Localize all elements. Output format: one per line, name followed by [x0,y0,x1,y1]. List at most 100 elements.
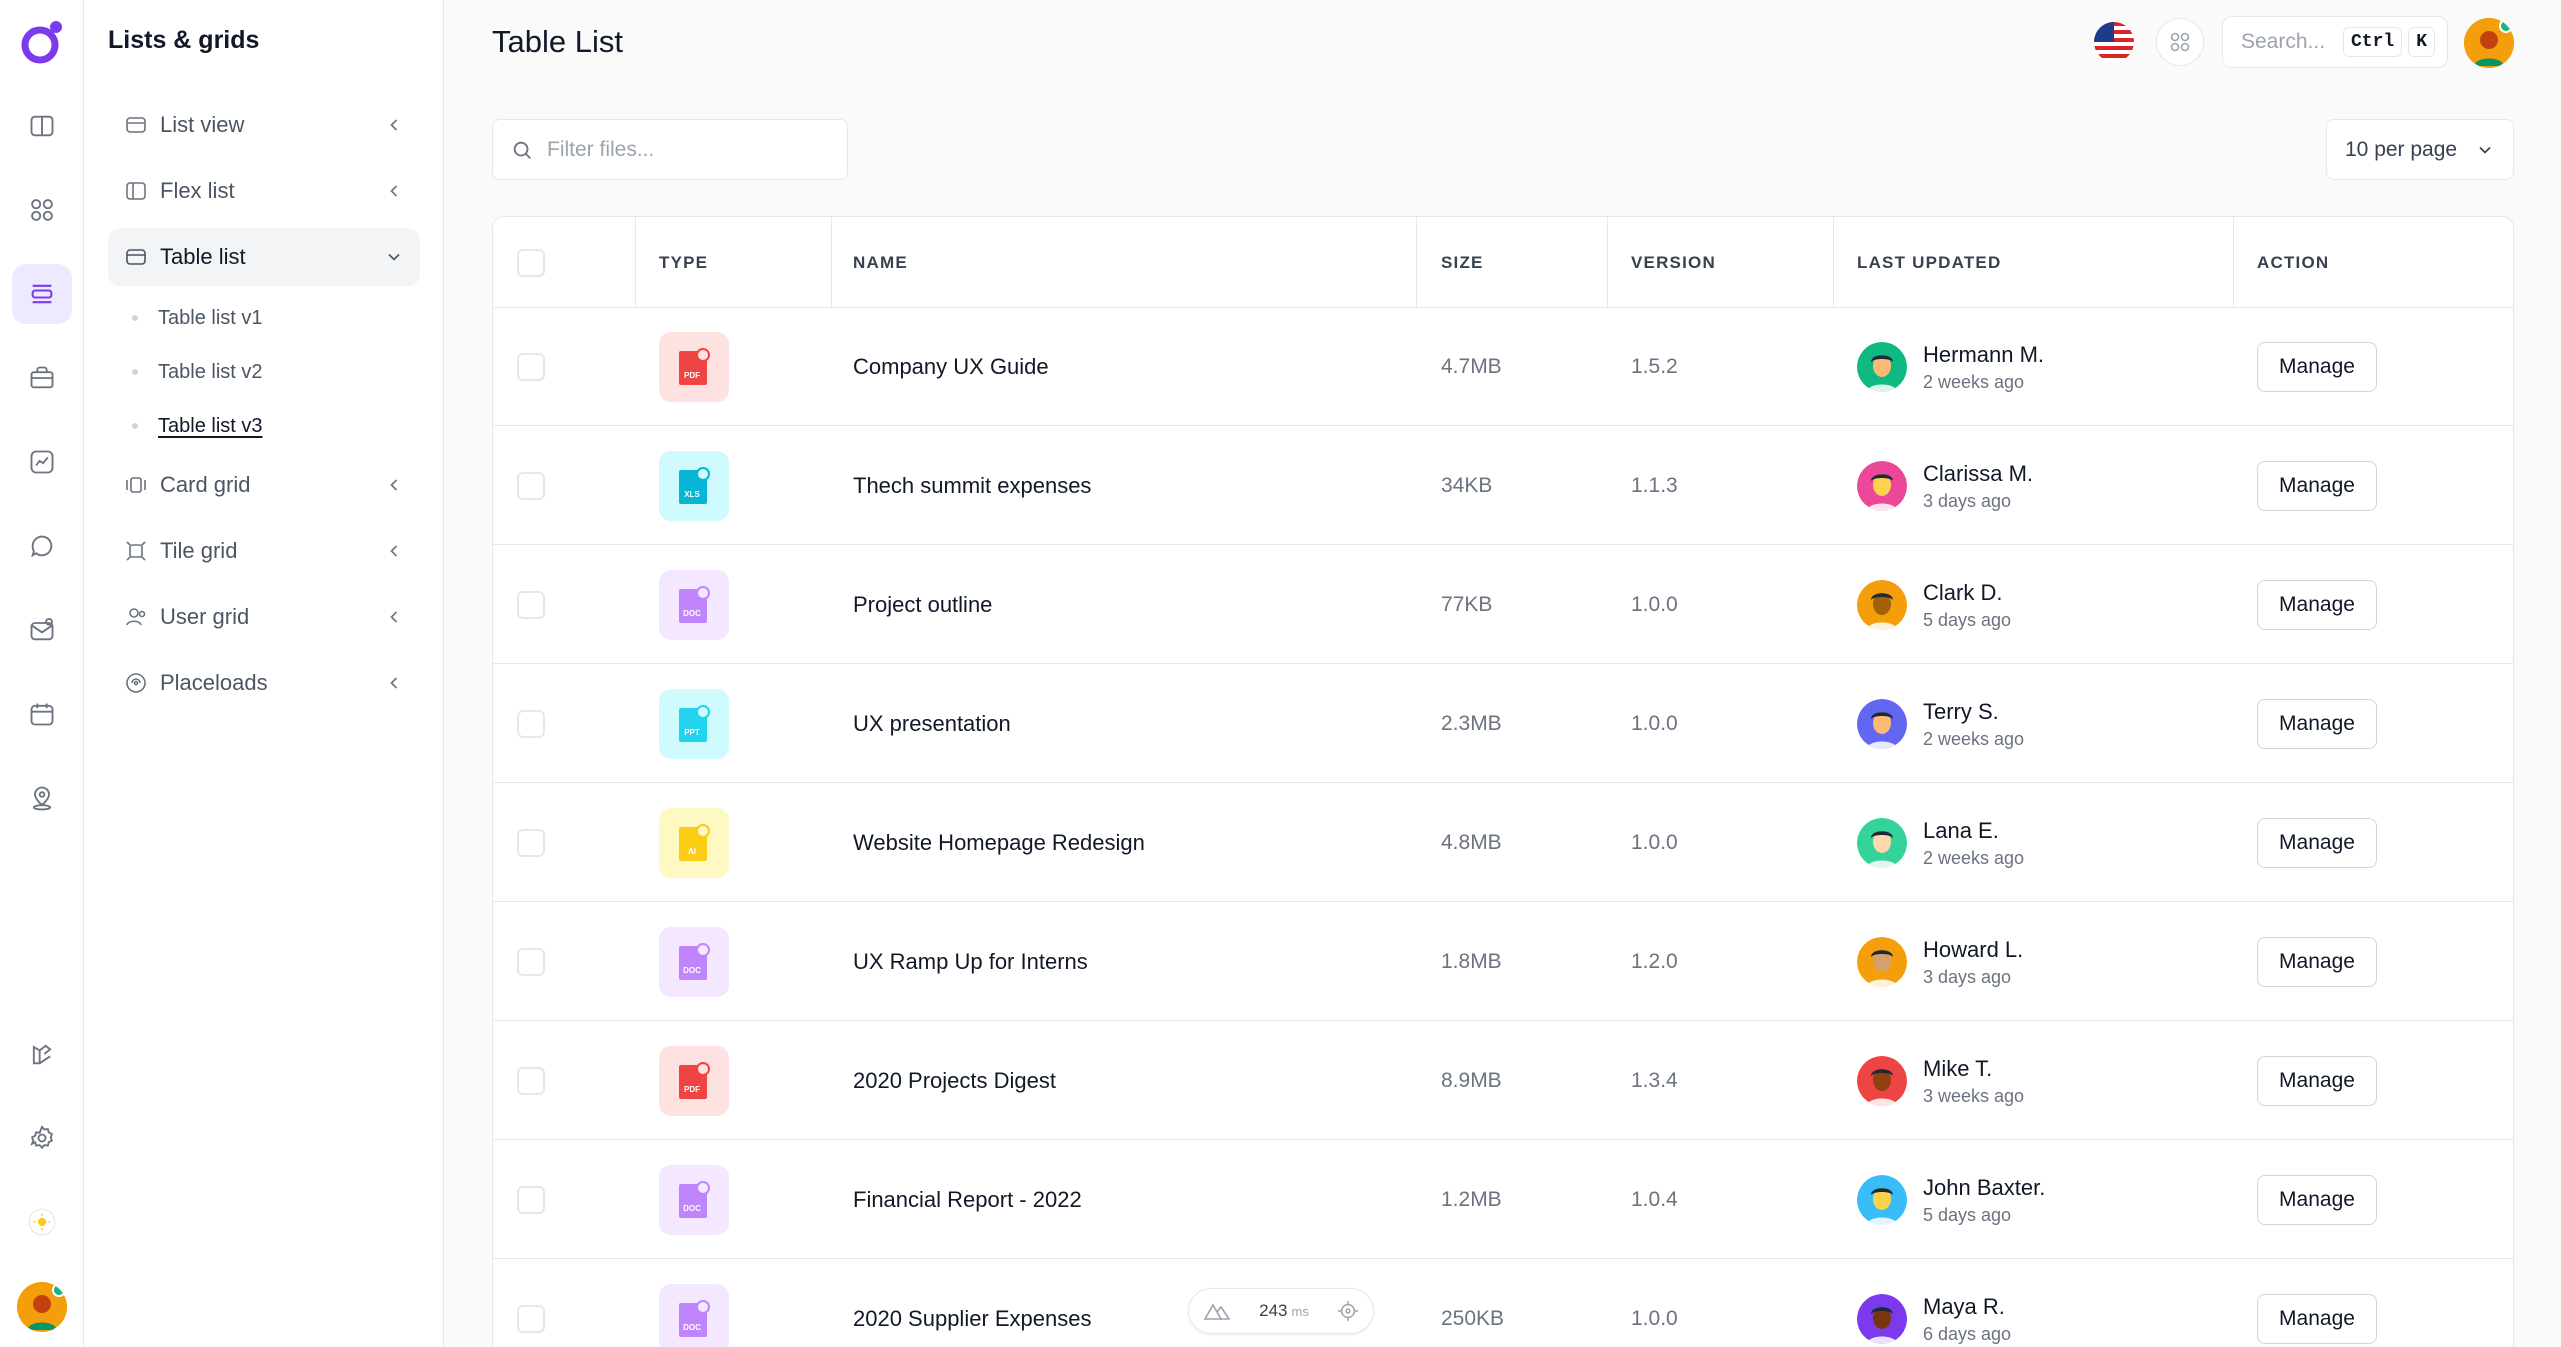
grid-icon[interactable] [12,180,72,240]
action-cell: Manage [2257,1260,2377,1347]
row-checkbox[interactable] [517,1305,545,1333]
table-row: XLS Thech summit expenses 34KB 1.1.3 [493,427,2513,545]
col-last-updated[interactable]: LAST UPDATED [1857,252,2002,272]
action-cell: Manage [2257,1141,2377,1259]
file-name[interactable]: Financial Report - 2022 [853,1187,1082,1212]
col-type[interactable]: TYPE [659,252,709,272]
nav-table-list-v1[interactable]: Table list v1 [132,298,263,338]
manage-button[interactable]: Manage [2257,342,2377,392]
logo-icon[interactable] [18,18,66,66]
sidebar-panel-icon[interactable] [12,96,72,156]
file-type-icon: DOC [659,570,729,640]
file-name[interactable]: UX presentation [853,711,1011,736]
file-type-icon: DOC [659,927,729,997]
per-page-select[interactable]: 10 per page [2326,119,2514,180]
row-checkbox[interactable] [517,948,545,976]
file-size: 34KB [1441,474,1493,497]
map-pin-icon[interactable] [12,768,72,828]
nav-card-grid[interactable]: Card grid [108,456,420,514]
mail-icon[interactable] [12,600,72,660]
action-cell: Manage [2257,903,2377,1021]
chart-icon[interactable] [12,432,72,492]
placeload-icon [126,673,146,693]
file-name[interactable]: 2020 Projects Digest [853,1068,1056,1093]
crosshair-icon [1337,1300,1359,1322]
avatar [1857,818,1907,868]
user-grid-icon [126,608,146,626]
file-type-icon: PDF [659,332,729,402]
file-name[interactable]: Project outline [853,592,993,617]
chat-icon[interactable] [12,516,72,576]
table-list-icon [126,249,146,265]
tile-grid-icon [126,541,146,561]
sun-icon[interactable] [12,1192,72,1252]
row-checkbox-cell [517,1141,545,1259]
file-type-cell: AI [659,784,729,902]
file-size: 4.7MB [1441,355,1502,378]
calendar-icon[interactable] [12,684,72,744]
nav-user-grid[interactable]: User grid [108,588,420,646]
nav-tile-grid[interactable]: Tile grid [108,522,420,580]
col-name[interactable]: NAME [853,252,908,272]
user-avatar[interactable] [17,1282,67,1332]
chevron-left-icon [390,185,398,197]
manage-button[interactable]: Manage [2257,461,2377,511]
updated-by-name: Clarissa M. [1923,460,2034,486]
apps-grid-button[interactable] [2156,18,2204,66]
svg-text:PDF: PDF [684,371,700,380]
global-search[interactable]: Search... Ctrl K [2222,16,2448,68]
file-type-cell: PDF [659,1022,729,1140]
grid-icon [2170,32,2190,52]
row-checkbox[interactable] [517,591,545,619]
updated-by-name: Lana E. [1923,817,1999,843]
row-checkbox[interactable] [517,829,545,857]
file-name[interactable]: Website Homepage Redesign [853,830,1145,855]
nav-table-list-v2[interactable]: Table list v2 [132,352,263,392]
nav-flex-list[interactable]: Flex list [108,162,420,220]
manage-button[interactable]: Manage [2257,1175,2377,1225]
file-name[interactable]: Thech summit expenses [853,473,1092,498]
col-version[interactable]: VERSION [1631,252,1716,272]
row-checkbox[interactable] [517,710,545,738]
mountain-icon [1203,1303,1231,1320]
row-checkbox[interactable] [517,1186,545,1214]
last-updated-cell: Hermann M. 2 weeks ago [1857,308,2044,426]
file-name[interactable]: Company UX Guide [853,354,1049,379]
gear-icon[interactable] [12,1108,72,1168]
manage-button[interactable]: Manage [2257,699,2377,749]
avatar [1857,1056,1907,1106]
last-updated-cell: Terry S. 2 weeks ago [1857,665,2024,783]
updated-time: 6 days ago [1923,1323,2012,1344]
row-checkbox[interactable] [517,353,545,381]
col-size[interactable]: SIZE [1441,252,1484,272]
file-name[interactable]: 2020 Supplier Expenses [853,1306,1092,1331]
manage-button[interactable]: Manage [2257,818,2377,868]
briefcase-icon[interactable] [12,348,72,408]
filter-files-input[interactable] [547,137,829,162]
table-row: DOC UX Ramp Up for Interns 1.8MB 1.2.0 [493,903,2513,1021]
file-name[interactable]: UX Ramp Up for Interns [853,949,1088,974]
layers-icon[interactable] [12,1024,72,1084]
manage-button[interactable]: Manage [2257,937,2377,987]
nav-table-list[interactable]: Table list [108,228,420,286]
nav-table-list-v3[interactable]: Table list v3 [132,406,263,446]
file-version: 1.0.0 [1631,1307,1678,1330]
avatar [1857,1294,1907,1344]
table-row: DOC Financial Report - 2022 1.2MB 1.0.4 [493,1141,2513,1259]
manage-button[interactable]: Manage [2257,1294,2377,1344]
row-checkbox[interactable] [517,1067,545,1095]
perf-unit: ms [1291,1304,1309,1319]
file-version: 1.0.0 [1631,593,1678,616]
row-checkbox[interactable] [517,472,545,500]
manage-button[interactable]: Manage [2257,1056,2377,1106]
header-user-avatar[interactable] [2464,18,2514,68]
performance-indicator[interactable]: 243 ms [1188,1288,1374,1334]
nav-placeloads[interactable]: Placeloads [108,654,420,712]
list-icon[interactable] [12,264,72,324]
svg-text:DOC: DOC [683,1204,701,1213]
last-updated-cell: Lana E. 2 weeks ago [1857,784,2024,902]
nav-list-view[interactable]: List view [108,96,420,154]
us-flag-icon[interactable] [2094,22,2134,62]
manage-button[interactable]: Manage [2257,580,2377,630]
select-all-checkbox[interactable] [517,248,545,277]
